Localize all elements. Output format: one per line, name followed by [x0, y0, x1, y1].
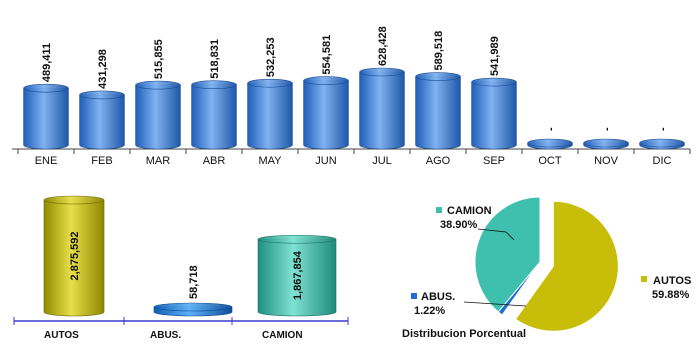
leader-line [463, 301, 527, 307]
bar-nov [583, 138, 629, 150]
slice-name-label: CAMION [447, 205, 492, 217]
bar-jul [359, 67, 405, 150]
x-tick-label: AGO [426, 155, 451, 167]
data-label: 628,428 [377, 26, 389, 66]
x-tick-label: ABR [203, 155, 226, 167]
data-label: 431,298 [97, 49, 109, 89]
bar-jun [303, 76, 349, 150]
data-label: 1,867,854 [292, 250, 304, 300]
data-label: - [657, 127, 669, 131]
data-label: - [545, 127, 557, 131]
x-tick-label: FEB [91, 155, 112, 167]
bar-mar [135, 80, 181, 150]
pie-chart: CAMION 38.90% ABUS. 1.22% AUTOS 59.88% Distrib… [402, 196, 691, 340]
bar-abr [191, 80, 237, 150]
bar-may [247, 78, 293, 150]
slice-pct-label: 38.90% [440, 219, 478, 231]
data-label: 515,855 [153, 39, 165, 79]
data-label: 554,581 [321, 35, 333, 75]
bar-sep [471, 77, 517, 150]
bar-feb [79, 90, 125, 150]
bar-ago [415, 72, 461, 150]
monthly-bar-chart: ENE 489,411 FEB 431,298 MAR 515,855 ABR 518,831… [12, 26, 691, 167]
pie-slice-camion [474, 196, 541, 313]
x-tick-label: ENE [35, 155, 58, 167]
bar-oct [527, 138, 573, 150]
data-label: 589,518 [433, 31, 445, 71]
x-tick-label: ABUS. [150, 330, 181, 341]
bar-dic [639, 138, 685, 150]
pie-title: Distribucion Porcentual [402, 328, 526, 340]
slice-pct-label: 59.88% [652, 289, 690, 301]
data-label: 58,718 [188, 265, 200, 299]
x-tick-label: AUTOS [44, 330, 79, 341]
x-tick-label: CAMION [262, 330, 303, 341]
data-label: 518,831 [209, 39, 221, 79]
data-label: 489,411 [41, 43, 53, 82]
data-label: 532,253 [265, 37, 277, 77]
slice-pct-label: 1.22% [414, 305, 445, 317]
data-label: - [601, 127, 613, 131]
bar-autos [43, 195, 105, 317]
legend-marker [411, 293, 417, 299]
slice-name-label: ABUS. [421, 291, 455, 303]
legend-marker [641, 276, 647, 282]
data-label: 2,875,592 [69, 232, 81, 281]
x-tick-label: SEP [483, 155, 505, 167]
category-bar-chart: AUTOS 2,875,592 ABUS. 58,718 CAMION 1,867,854 [13, 195, 349, 341]
x-tick-label: DIC [653, 155, 672, 167]
x-tick-label: JUL [372, 155, 392, 167]
bar-ene [23, 83, 69, 150]
x-tick-label: MAR [146, 155, 171, 167]
data-label: 541,989 [489, 36, 501, 76]
bar-abus [153, 302, 233, 317]
bar-camion [257, 234, 337, 317]
x-tick-label: JUN [315, 155, 336, 167]
x-tick-label: OCT [538, 155, 562, 167]
pie-slice-autos [514, 200, 619, 332]
slice-name-label: AUTOS [653, 275, 691, 287]
legend-marker [436, 207, 442, 213]
leader-line [477, 228, 515, 241]
x-tick-label: MAY [258, 155, 282, 167]
x-tick-label: NOV [594, 155, 619, 167]
